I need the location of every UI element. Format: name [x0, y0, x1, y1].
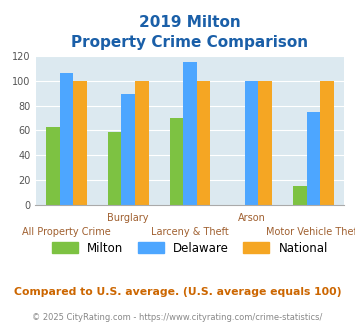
Bar [183, 62, 197, 205]
Text: 2019 Milton: 2019 Milton [139, 15, 241, 30]
Text: Arson: Arson [238, 213, 266, 223]
Bar [197, 81, 210, 205]
Text: Motor Vehicle Theft: Motor Vehicle Theft [266, 227, 355, 237]
Bar [73, 81, 87, 205]
Bar [108, 132, 121, 205]
Legend: Milton, Delaware, National: Milton, Delaware, National [47, 237, 333, 259]
Bar [320, 81, 334, 205]
Bar [170, 118, 183, 205]
Text: Property Crime Comparison: Property Crime Comparison [71, 35, 308, 50]
Bar [307, 112, 320, 205]
Bar [245, 81, 258, 205]
Text: Compared to U.S. average. (U.S. average equals 100): Compared to U.S. average. (U.S. average … [14, 287, 341, 297]
Bar [60, 73, 73, 205]
Bar [121, 94, 135, 205]
Bar [293, 186, 307, 205]
Bar [258, 81, 272, 205]
Bar [46, 127, 60, 205]
Text: Larceny & Theft: Larceny & Theft [151, 227, 229, 237]
Text: All Property Crime: All Property Crime [22, 227, 111, 237]
Bar [135, 81, 148, 205]
Text: © 2025 CityRating.com - https://www.cityrating.com/crime-statistics/: © 2025 CityRating.com - https://www.city… [32, 313, 323, 322]
Text: Burglary: Burglary [108, 213, 149, 223]
